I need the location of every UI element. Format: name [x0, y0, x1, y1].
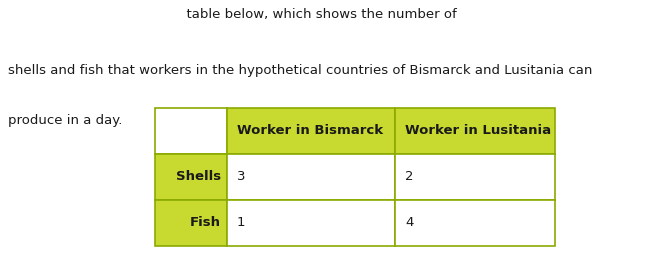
- Bar: [395, 154, 555, 200]
- Text: Worker in Bismarck: Worker in Bismarck: [237, 124, 383, 138]
- Bar: [155, 108, 227, 154]
- Text: Worker in Lusitania: Worker in Lusitania: [405, 124, 551, 138]
- Text: 2: 2: [405, 171, 413, 184]
- Text: table below, which shows the number of: table below, which shows the number of: [8, 8, 457, 21]
- Text: 1: 1: [237, 217, 245, 230]
- Bar: [395, 108, 555, 154]
- Text: 4: 4: [405, 217, 413, 230]
- Bar: [227, 200, 395, 246]
- Text: Shells: Shells: [176, 171, 221, 184]
- Bar: [395, 200, 555, 246]
- Text: produce in a day.: produce in a day.: [8, 114, 122, 127]
- Text: Fish: Fish: [190, 217, 221, 230]
- Bar: [227, 108, 395, 154]
- Bar: [155, 200, 227, 246]
- Text: 3: 3: [237, 171, 245, 184]
- Bar: [227, 154, 395, 200]
- Bar: [155, 154, 227, 200]
- Text: shells and fish that workers in the hypothetical countries of Bismarck and Lusit: shells and fish that workers in the hypo…: [8, 64, 592, 77]
